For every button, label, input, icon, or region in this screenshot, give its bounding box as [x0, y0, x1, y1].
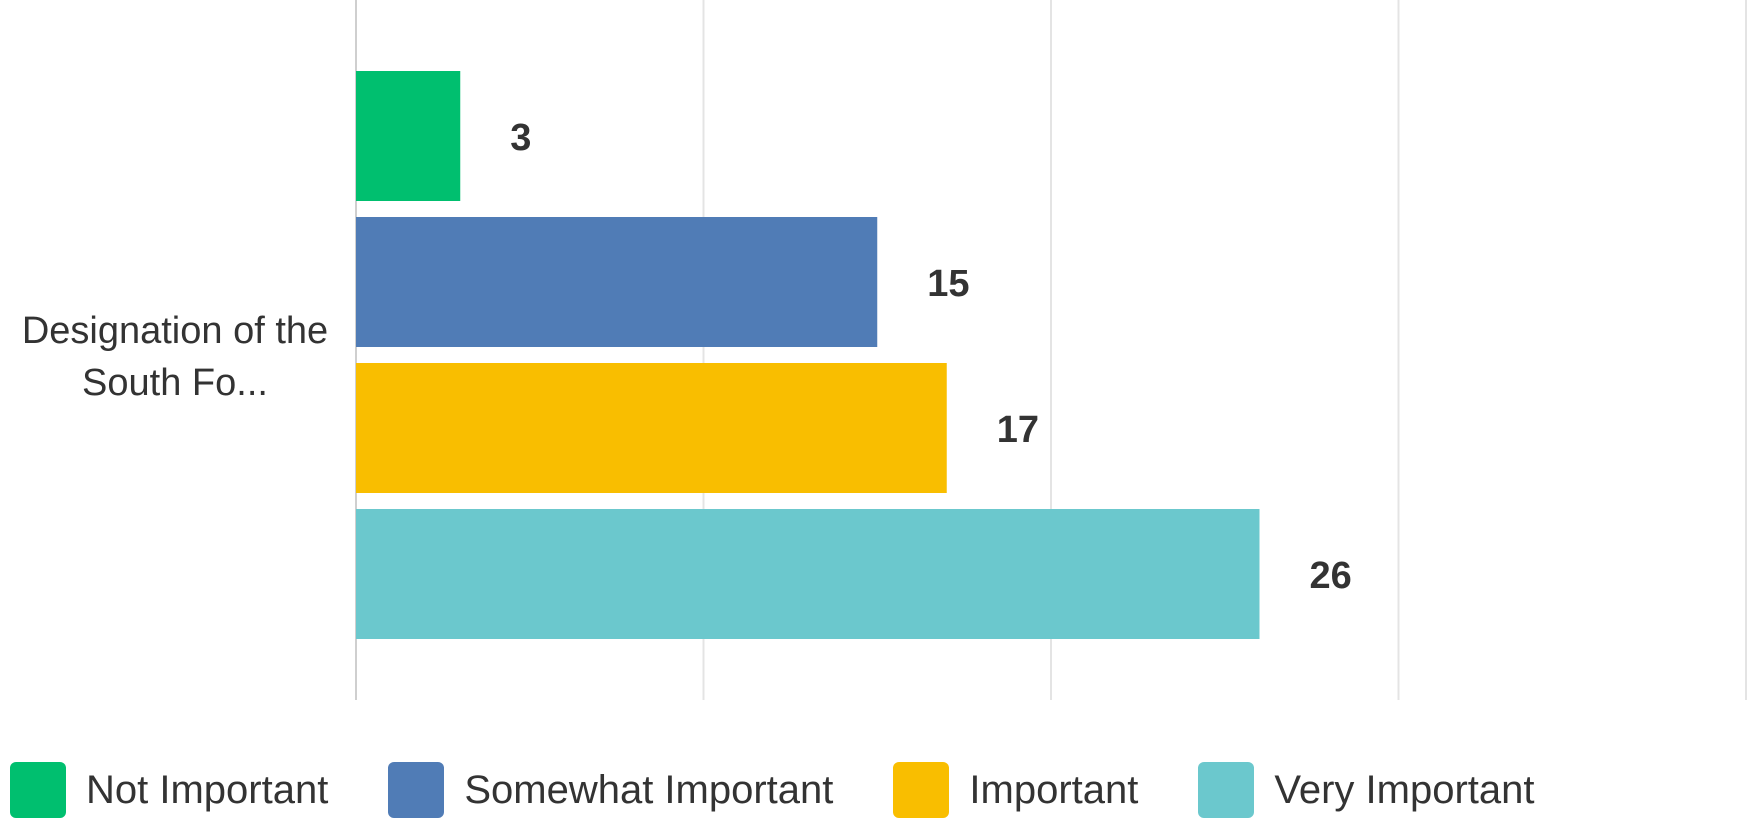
- legend-item-very-important[interactable]: Very Important: [1198, 762, 1534, 818]
- bar-important[interactable]: [356, 363, 947, 493]
- legend: Not Important Somewhat Important Importa…: [10, 760, 1534, 820]
- bar-not-important[interactable]: [356, 71, 461, 201]
- category-label: Designation of the South Fo...: [21, 310, 329, 404]
- legend-item-important[interactable]: Important: [893, 762, 1138, 818]
- legend-item-somewhat-important[interactable]: Somewhat Important: [388, 762, 833, 818]
- data-label: 26: [1310, 555, 1352, 597]
- legend-item-not-important[interactable]: Not Important: [10, 762, 328, 818]
- data-label: 15: [927, 263, 969, 305]
- legend-label: Very Important: [1274, 767, 1535, 812]
- legend-label: Important: [969, 767, 1139, 812]
- legend-swatch-very-important: [1198, 762, 1255, 818]
- legend-swatch-not-important: [10, 762, 66, 818]
- bar-very-important[interactable]: [356, 509, 1260, 639]
- data-label: 3: [510, 117, 531, 159]
- data-label: 17: [997, 409, 1039, 451]
- legend-swatch-somewhat-important: [388, 762, 445, 818]
- legend-label: Somewhat Important: [464, 767, 834, 812]
- legend-swatch-important: [893, 762, 950, 818]
- legend-label: Not Important: [86, 767, 329, 812]
- bar-somewhat-important[interactable]: [356, 217, 878, 347]
